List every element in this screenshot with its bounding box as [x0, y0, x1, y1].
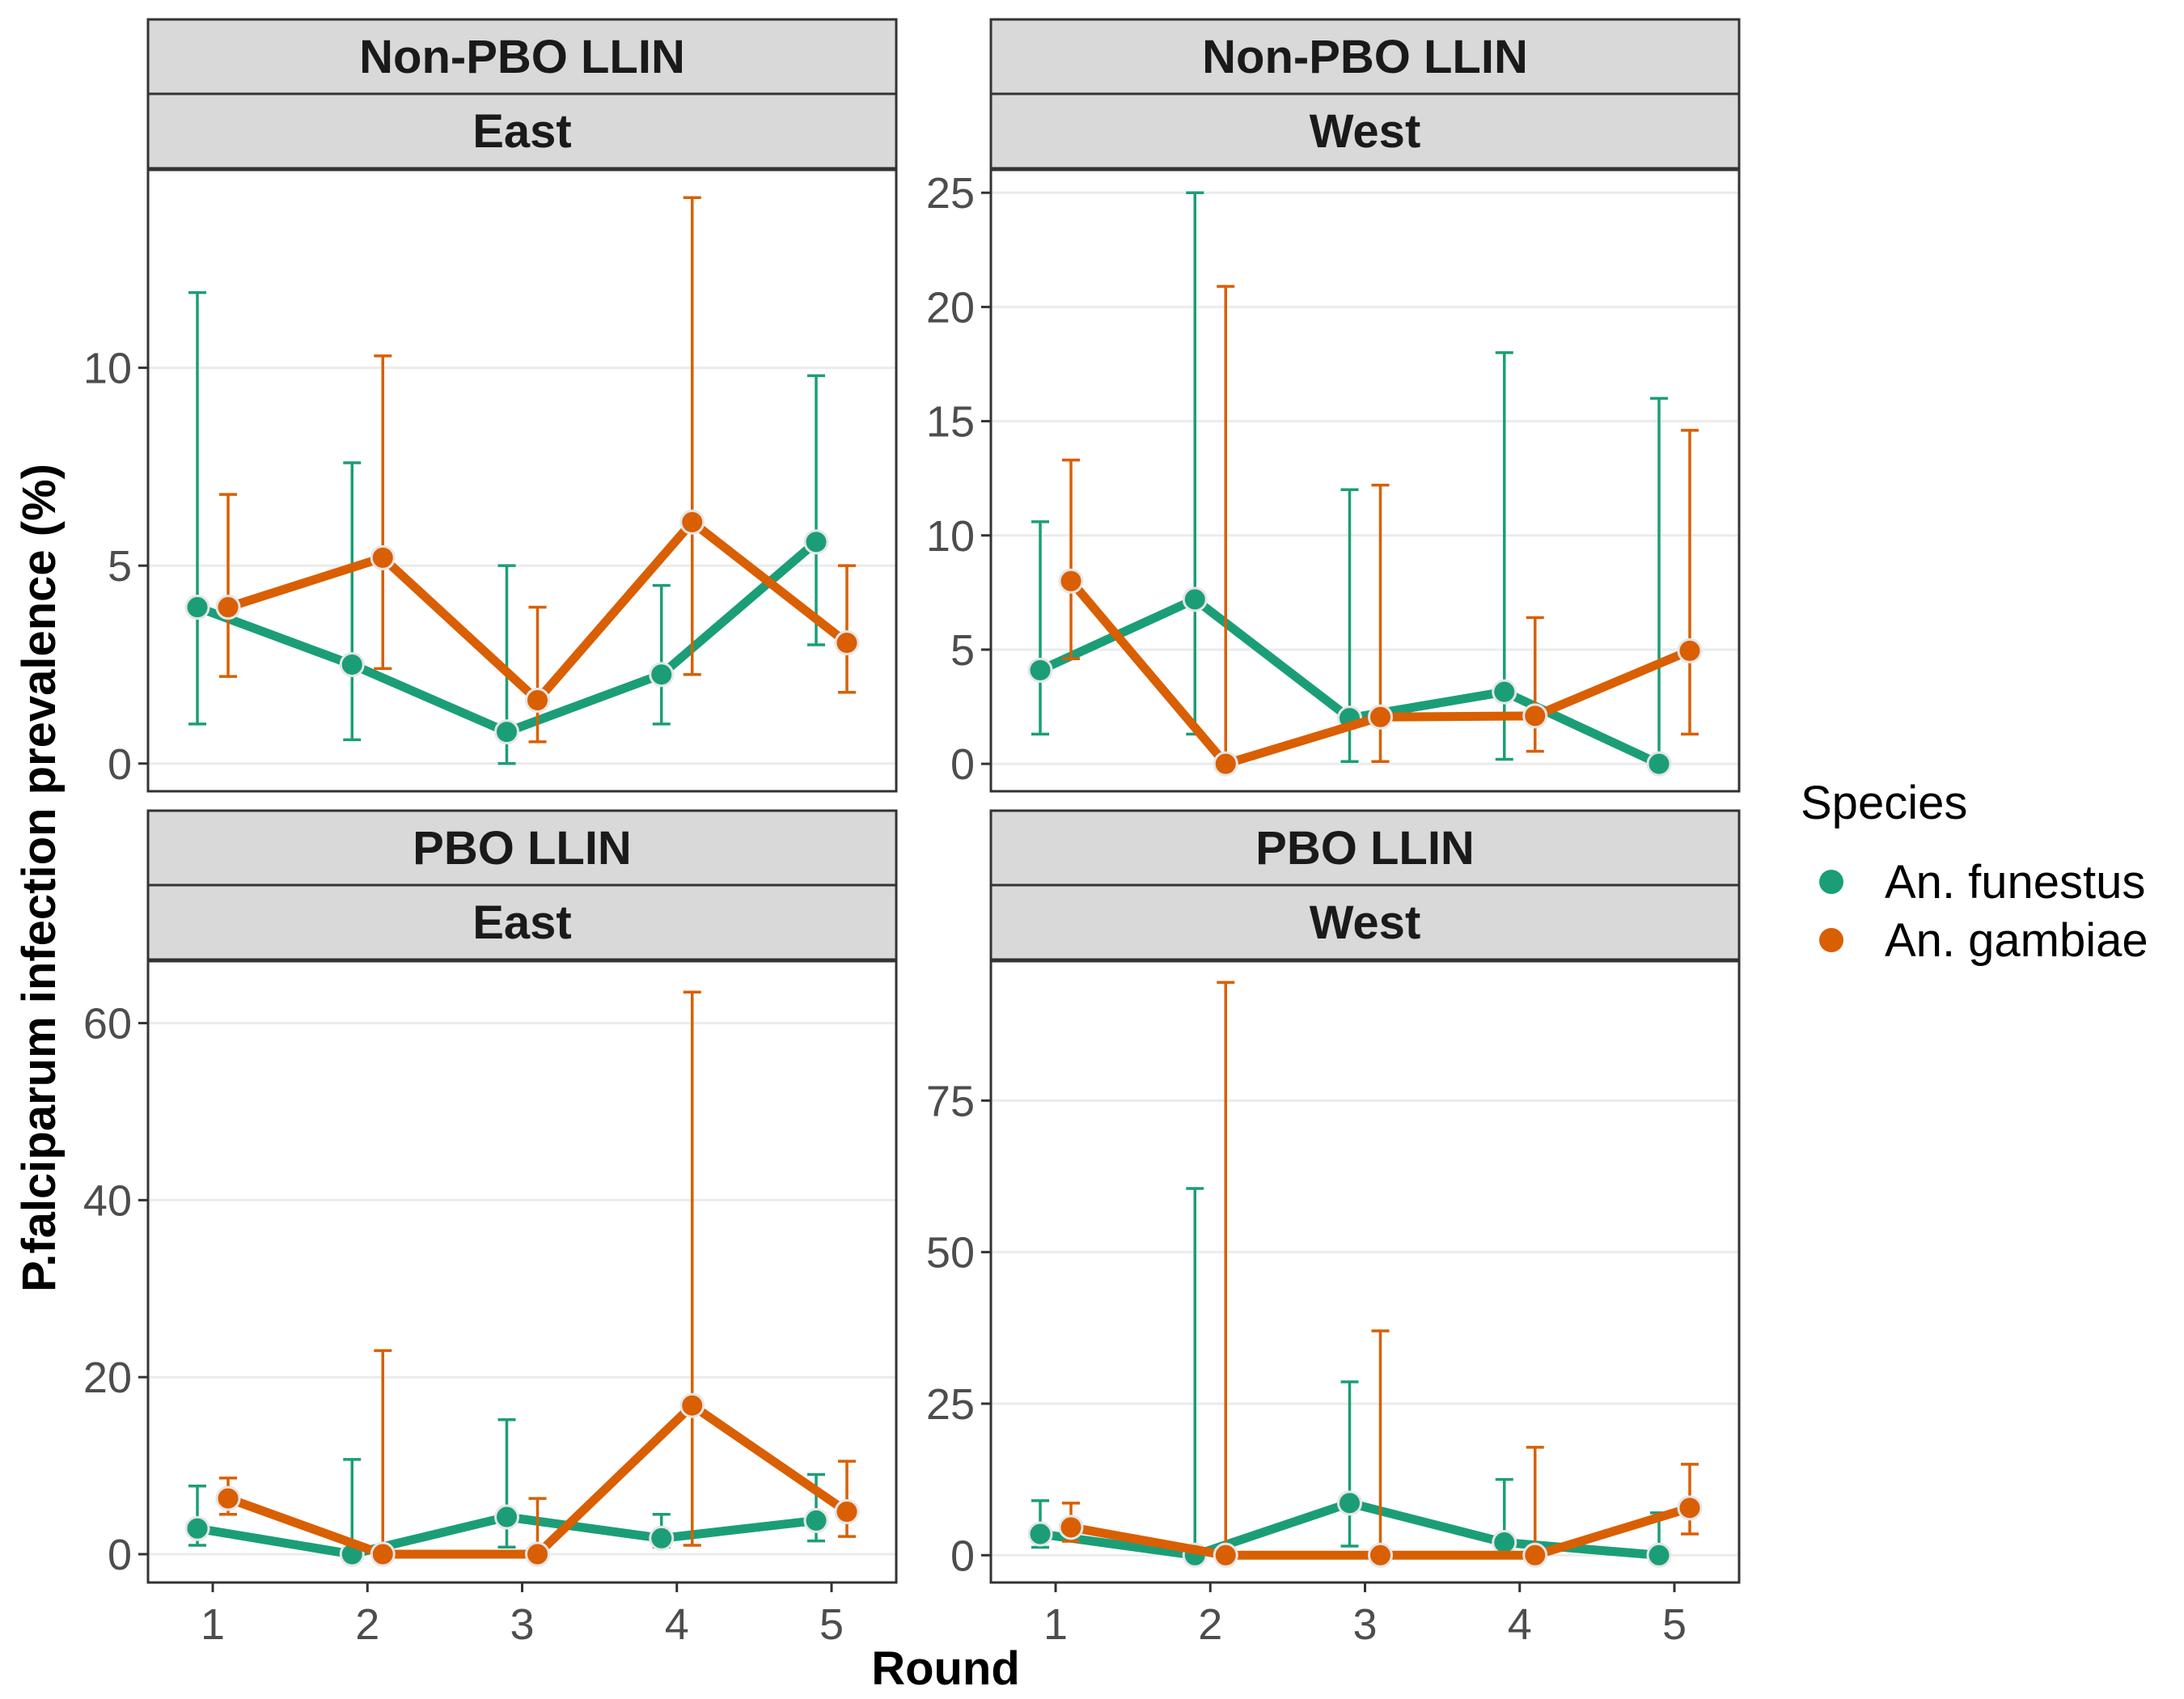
data-point-an-funestus — [1492, 1530, 1517, 1556]
data-point-an-funestus — [803, 1507, 829, 1533]
x-tick-label: 3 — [1352, 1600, 1377, 1649]
x-tick-label: 2 — [1198, 1600, 1222, 1649]
data-point-an-funestus — [1492, 679, 1517, 705]
x-tick-label: 3 — [510, 1600, 534, 1649]
y-tick-label: 10 — [83, 345, 132, 393]
panel-border — [146, 960, 898, 1584]
data-point-an-gambiae — [370, 544, 396, 570]
data-point-an-gambiae — [1522, 703, 1548, 729]
data-point-an-gambiae — [1368, 704, 1393, 730]
strip-bottom-box — [146, 92, 898, 170]
x-tick-label: 1 — [1043, 1600, 1068, 1649]
y-tick-label: 20 — [83, 1354, 132, 1402]
y-tick-label: 20 — [926, 283, 975, 332]
strip-label-top: PBO LLIN — [1255, 822, 1475, 875]
panel-non-pbo-llin-east: Non-PBO LLIN East 0 5 10 — [83, 18, 898, 793]
data-point-an-gambiae — [370, 1541, 396, 1567]
panel-border — [146, 168, 898, 793]
y-axis-title: P.falciparum infection prevalence (%) — [13, 464, 66, 1292]
x-tick-label: 1 — [201, 1600, 225, 1649]
data-point-an-gambiae — [1058, 1515, 1084, 1540]
strip-label-top: Non-PBO LLIN — [359, 31, 685, 83]
legend-key-an-gambiae — [1819, 928, 1843, 952]
data-point-an-funestus — [803, 529, 829, 555]
strip-bottom-box — [989, 92, 1741, 170]
strip-label-top: PBO LLIN — [413, 822, 632, 875]
data-point-an-gambiae — [834, 630, 860, 656]
x-tick-label: 5 — [1662, 1600, 1687, 1649]
strip-label-bottom: East — [472, 896, 572, 949]
data-point-an-gambiae — [679, 1392, 705, 1418]
data-point-an-funestus — [649, 662, 675, 688]
data-point-an-funestus — [184, 595, 210, 621]
data-point-an-gambiae — [1058, 568, 1084, 594]
y-tick-label: 25 — [926, 169, 975, 218]
legend-key-an-funestus — [1819, 870, 1843, 894]
data-point-an-funestus — [1646, 1542, 1672, 1568]
legend-label-an-gambiae: An. gambiae — [1885, 914, 2148, 967]
y-tick-label: 0 — [108, 1531, 132, 1579]
data-point-an-gambiae — [1213, 751, 1238, 777]
x-tick-label: 5 — [819, 1600, 844, 1649]
x-tick-label: 2 — [355, 1600, 379, 1649]
data-point-an-funestus — [1027, 1521, 1053, 1547]
legend-title: Species — [1801, 777, 1967, 829]
panel-pbo-llin-east: PBO LLIN East 0 20 40 60 1 2 3 4 5 — [83, 809, 898, 1649]
strip-label-bottom: West — [1310, 896, 1421, 949]
strip-label-bottom: West — [1310, 105, 1421, 158]
data-point-an-gambiae — [1213, 1542, 1238, 1568]
strip-label-top: Non-PBO LLIN — [1202, 31, 1528, 83]
data-point-an-gambiae — [215, 595, 241, 621]
data-point-an-gambiae — [1522, 1542, 1548, 1568]
strip-top-box — [146, 809, 898, 887]
data-point-an-funestus — [1027, 657, 1053, 683]
y-tick-label: 15 — [926, 398, 975, 447]
x-axis-title: Round — [871, 1642, 1020, 1695]
panel-pbo-llin-west: PBO LLIN West 0 25 50 75 1 2 3 4 5 — [926, 809, 1741, 1649]
data-point-an-gambiae — [1677, 638, 1703, 663]
y-tick-label: 5 — [950, 626, 975, 675]
panel-border — [989, 168, 1741, 793]
data-point-an-funestus — [339, 651, 365, 677]
data-point-an-gambiae — [679, 509, 705, 535]
x-tick-label: 4 — [665, 1600, 689, 1649]
legend-label-an-funestus: An. funestus — [1885, 856, 2145, 909]
y-tick-label: 40 — [83, 1176, 132, 1225]
data-point-an-funestus — [494, 1504, 519, 1530]
data-point-an-funestus — [1337, 1490, 1362, 1516]
y-tick-label: 60 — [83, 1000, 132, 1049]
strip-top-box — [989, 809, 1741, 887]
y-tick-label: 0 — [108, 740, 132, 789]
data-point-an-gambiae — [1368, 1542, 1393, 1568]
data-point-an-gambiae — [215, 1485, 241, 1511]
y-tick-label: 10 — [926, 512, 975, 561]
y-tick-label: 5 — [108, 542, 132, 591]
data-point-an-funestus — [649, 1525, 675, 1551]
data-point-an-gambiae — [1677, 1495, 1703, 1521]
panel-non-pbo-llin-west: Non-PBO LLIN West 0 5 10 15 20 25 — [926, 18, 1741, 793]
data-point-an-gambiae — [525, 1541, 550, 1567]
data-point-an-gambiae — [834, 1498, 860, 1524]
y-tick-label: 0 — [950, 1532, 975, 1580]
data-point-an-funestus — [1182, 587, 1208, 612]
strip-bottom-box — [989, 883, 1741, 961]
data-point-an-funestus — [1646, 751, 1672, 777]
y-tick-label: 50 — [926, 1229, 975, 1277]
y-tick-label: 25 — [926, 1380, 975, 1429]
y-tick-label: 0 — [950, 740, 975, 789]
panel-border — [989, 960, 1741, 1584]
x-tick-label: 4 — [1508, 1600, 1532, 1649]
y-tick-label: 75 — [926, 1077, 975, 1125]
data-point-an-funestus — [494, 719, 519, 745]
legend: Species An. funestus An. gambiae — [1801, 777, 2148, 967]
data-point-an-funestus — [184, 1515, 210, 1541]
strip-bottom-box — [146, 883, 898, 961]
data-point-an-gambiae — [525, 687, 550, 713]
strip-top-box — [146, 18, 898, 95]
strip-top-box — [989, 18, 1741, 95]
strip-label-bottom: East — [472, 105, 572, 158]
